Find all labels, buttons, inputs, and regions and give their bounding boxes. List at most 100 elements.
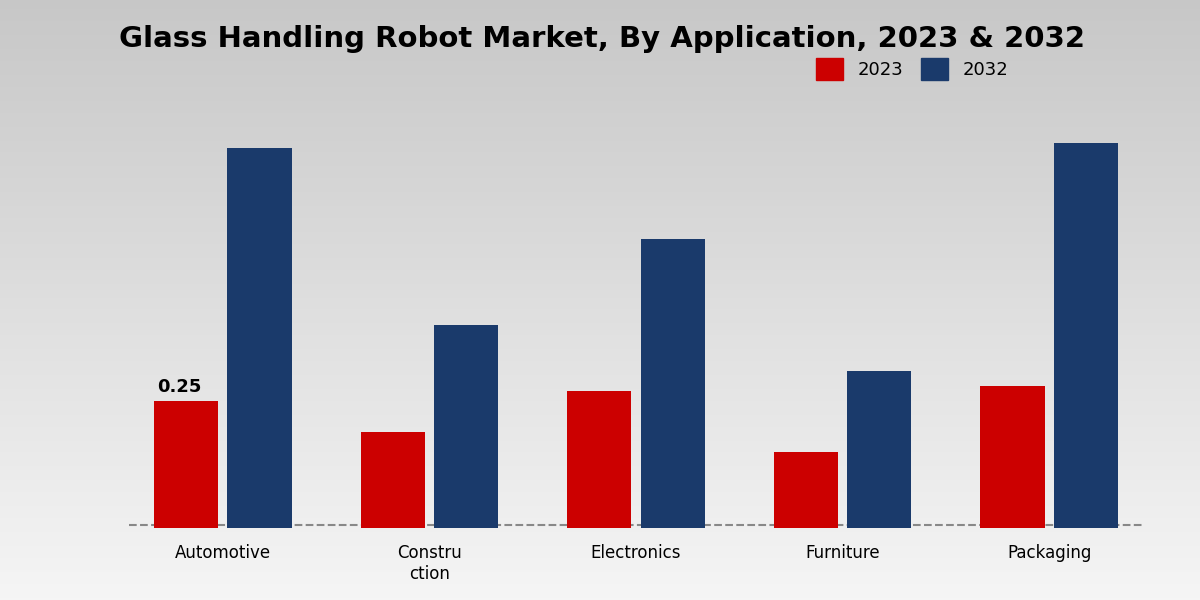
Bar	[0, 215, 1200, 218]
Bar	[0, 440, 1200, 443]
Bar	[0, 61, 1200, 63]
Bar	[0, 455, 1200, 457]
Bar	[0, 419, 1200, 422]
Bar	[0, 12, 1200, 14]
Bar	[0, 567, 1200, 569]
Bar	[0, 16, 1200, 19]
Bar	[0, 277, 1200, 279]
Bar	[0, 499, 1200, 502]
Bar	[0, 235, 1200, 237]
Bar	[0, 220, 1200, 223]
Bar	[0, 237, 1200, 239]
Bar	[0, 122, 1200, 124]
Bar	[980, 386, 1045, 528]
Bar	[641, 239, 704, 528]
Bar	[0, 77, 1200, 80]
Bar	[0, 82, 1200, 85]
Bar	[0, 434, 1200, 436]
Bar	[0, 185, 1200, 187]
Bar	[0, 89, 1200, 91]
Bar	[0, 136, 1200, 138]
Bar	[0, 56, 1200, 59]
Bar	[0, 204, 1200, 206]
Bar	[0, 406, 1200, 408]
Bar	[0, 7, 1200, 10]
Bar	[0, 150, 1200, 152]
Bar	[0, 162, 1200, 164]
Bar	[0, 190, 1200, 192]
Bar	[0, 143, 1200, 145]
Bar	[0, 199, 1200, 202]
Bar	[0, 28, 1200, 31]
Bar	[0, 509, 1200, 511]
Bar	[0, 37, 1200, 40]
Bar	[0, 42, 1200, 44]
Bar	[0, 258, 1200, 260]
Bar	[0, 213, 1200, 215]
Bar	[0, 558, 1200, 560]
Bar	[0, 127, 1200, 129]
Bar	[0, 134, 1200, 136]
Bar	[227, 148, 292, 528]
Bar	[0, 49, 1200, 52]
Bar	[0, 274, 1200, 277]
Bar	[0, 460, 1200, 462]
Bar	[0, 80, 1200, 82]
Bar	[0, 85, 1200, 87]
Bar	[0, 452, 1200, 455]
Bar	[0, 290, 1200, 293]
Bar	[0, 462, 1200, 464]
Bar	[0, 59, 1200, 61]
Bar	[0, 272, 1200, 274]
Bar	[0, 239, 1200, 241]
Bar	[0, 293, 1200, 295]
Bar	[0, 91, 1200, 94]
Bar	[0, 436, 1200, 438]
Bar	[0, 284, 1200, 286]
Bar	[0, 471, 1200, 473]
Bar	[1054, 143, 1118, 528]
Bar	[0, 206, 1200, 209]
Bar	[0, 119, 1200, 122]
Bar	[0, 73, 1200, 75]
Bar	[0, 490, 1200, 492]
Bar	[0, 401, 1200, 403]
Bar	[0, 354, 1200, 356]
Bar	[0, 539, 1200, 541]
Bar	[0, 485, 1200, 487]
Bar	[0, 157, 1200, 160]
Bar	[0, 65, 1200, 68]
Bar	[0, 96, 1200, 98]
Bar	[0, 349, 1200, 352]
Bar	[0, 251, 1200, 253]
Bar	[0, 335, 1200, 337]
Bar	[0, 413, 1200, 415]
Bar	[0, 310, 1200, 312]
Bar	[0, 115, 1200, 117]
Bar	[0, 520, 1200, 523]
Bar	[568, 391, 631, 528]
Bar	[0, 511, 1200, 513]
Bar	[0, 415, 1200, 417]
Bar	[0, 44, 1200, 47]
Bar	[0, 523, 1200, 525]
Bar	[0, 298, 1200, 300]
Bar	[0, 541, 1200, 544]
Text: 0.25: 0.25	[157, 378, 202, 396]
Bar	[0, 260, 1200, 263]
Bar	[0, 464, 1200, 466]
Bar	[0, 385, 1200, 387]
Bar	[0, 40, 1200, 42]
Bar	[0, 356, 1200, 359]
Bar	[0, 368, 1200, 370]
Bar	[0, 424, 1200, 427]
Bar	[0, 152, 1200, 155]
Bar	[0, 375, 1200, 377]
Bar	[0, 248, 1200, 251]
Bar	[0, 590, 1200, 593]
Bar	[0, 35, 1200, 37]
Bar	[0, 396, 1200, 398]
Bar	[0, 211, 1200, 213]
Bar	[0, 2, 1200, 5]
Bar	[0, 342, 1200, 344]
